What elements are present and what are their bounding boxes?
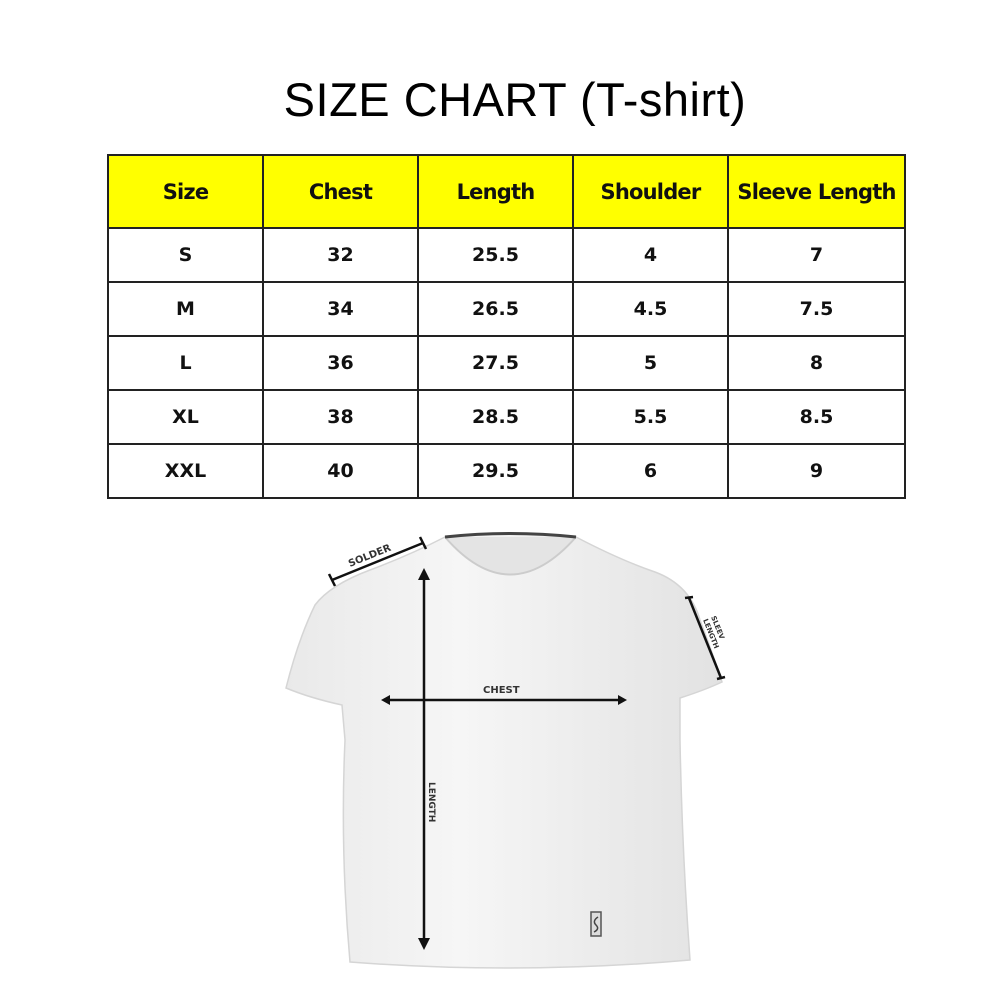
cell-length: 25.5 — [417, 227, 574, 283]
table-header-row: Size Chest Length Shoulder Sleeve Length — [107, 154, 906, 229]
cell-size: XL — [107, 389, 264, 445]
cell-chest: 36 — [262, 335, 419, 391]
table-row: L 36 27.5 5 8 — [107, 335, 906, 391]
shoulder-measure-line — [331, 541, 424, 582]
chest-label: CHEST — [483, 685, 520, 696]
length-label: LENGTH — [426, 782, 436, 822]
cell-size: L — [107, 335, 264, 391]
tshirt-image — [285, 532, 723, 969]
table-row: XXL 40 29.5 6 9 — [107, 443, 906, 499]
table-row: M 34 26.5 4.5 7.5 — [107, 281, 906, 337]
cell-size: S — [107, 227, 264, 283]
cell-shoulder: 4.5 — [572, 281, 729, 337]
cell-length: 27.5 — [417, 335, 574, 391]
cell-sleeve-length: 8 — [727, 335, 906, 391]
cell-chest: 40 — [262, 443, 419, 499]
sleeve-measure-line — [687, 597, 723, 679]
table-row: S 32 25.5 4 7 — [107, 227, 906, 283]
cell-size: XXL — [107, 443, 264, 499]
sleeve-tick — [684, 595, 694, 600]
cell-size: M — [107, 281, 264, 337]
cell-shoulder: 5 — [572, 335, 729, 391]
page-title: SIZE CHART (T-shirt) — [283, 73, 747, 126]
header-length: Length — [417, 154, 574, 229]
cell-shoulder: 6 — [572, 443, 729, 499]
cell-shoulder: 4 — [572, 227, 729, 283]
header-chest: Chest — [262, 154, 419, 229]
table-row: XL 38 28.5 5.5 8.5 — [107, 389, 906, 445]
shoulder-tick — [327, 573, 337, 587]
cell-chest: 34 — [262, 281, 419, 337]
size-chart-table: Size Chest Length Shoulder Sleeve Length… — [107, 154, 906, 499]
header-shoulder: Shoulder — [572, 154, 729, 229]
cell-sleeve-length: 7 — [727, 227, 906, 283]
cell-chest: 38 — [262, 389, 419, 445]
cell-shoulder: 5.5 — [572, 389, 729, 445]
collar-trim — [444, 532, 577, 539]
collar — [444, 536, 577, 576]
header-sleeve-length: Sleeve Length — [727, 154, 906, 229]
sleeve-tick — [716, 675, 726, 681]
shoulder-tick — [418, 536, 428, 550]
cell-length: 28.5 — [417, 389, 574, 445]
cell-length: 29.5 — [417, 443, 574, 499]
cell-sleeve-length: 7.5 — [727, 281, 906, 337]
brand-logo-icon — [593, 916, 599, 933]
header-size: Size — [107, 154, 264, 229]
cell-length: 26.5 — [417, 281, 574, 337]
cell-sleeve-length: 9 — [727, 443, 906, 499]
cell-chest: 32 — [262, 227, 419, 283]
cell-sleeve-length: 8.5 — [727, 389, 906, 445]
